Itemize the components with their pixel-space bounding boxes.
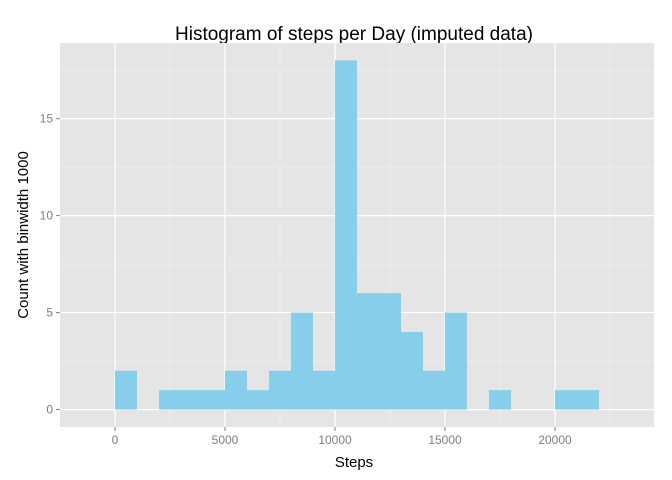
histogram-bar — [357, 293, 379, 410]
y-tick-label: 0 — [46, 403, 53, 417]
histogram-bar — [115, 370, 137, 410]
histogram-bar — [401, 331, 423, 410]
x-axis-ticks: 0 5000 10000 15000 20000 — [112, 427, 572, 447]
histogram-bar — [225, 370, 247, 410]
x-tick-label: 5000 — [212, 433, 239, 447]
x-tick-label: 10000 — [318, 433, 352, 447]
histogram-bar — [269, 370, 291, 410]
histogram-bar — [379, 293, 401, 410]
y-axis-ticks: 0 5 10 15 — [40, 112, 60, 417]
chart-title: Histogram of steps per Day (imputed data… — [175, 24, 533, 45]
histogram-bar — [335, 60, 357, 410]
histogram-bar — [203, 390, 225, 410]
x-tick-label: 15000 — [428, 433, 462, 447]
x-tick-label: 0 — [112, 433, 119, 447]
histogram-bar — [181, 390, 203, 410]
y-tick-label: 15 — [40, 112, 54, 126]
histogram-bar — [445, 312, 467, 410]
histogram-bar — [423, 370, 445, 410]
y-tick-label: 5 — [46, 306, 53, 320]
histogram-bar — [291, 312, 313, 410]
histogram-bar — [247, 390, 269, 410]
y-tick-label: 10 — [40, 209, 54, 223]
histogram-bars — [115, 60, 599, 410]
histogram-bar — [313, 370, 335, 410]
histogram-bar — [159, 390, 181, 410]
histogram-bar — [489, 390, 511, 410]
x-tick-label: 20000 — [538, 433, 572, 447]
histogram-bar — [555, 390, 577, 410]
y-axis-title: Count with binwidth 1000 — [15, 151, 32, 319]
histogram-bar — [577, 390, 599, 410]
x-axis-title: Steps — [335, 454, 373, 471]
